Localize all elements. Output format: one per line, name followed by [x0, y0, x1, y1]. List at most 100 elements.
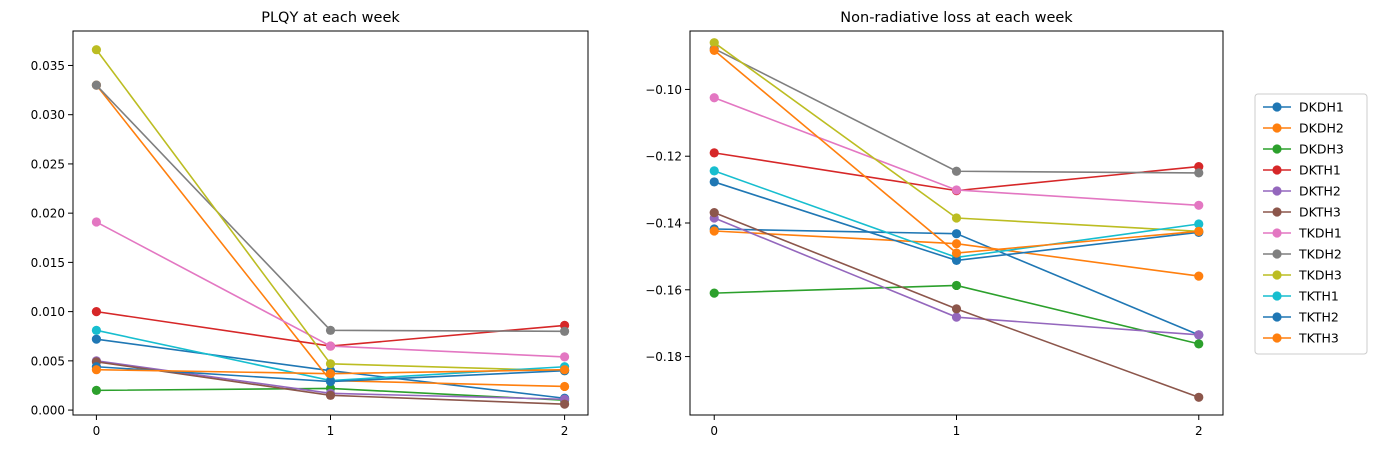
nonrad-series-tkdh1 — [709, 93, 1204, 210]
nonrad-series-tkth3 — [709, 45, 1204, 258]
nonrad-point-tkth3-2 — [1194, 226, 1204, 236]
legend-entry-dkth1: DKTH1 — [1263, 163, 1341, 178]
legend-marker — [1272, 102, 1282, 112]
nonrad-xtick-label: 1 — [953, 424, 961, 438]
nonrad-point-dkdh3-0 — [709, 288, 719, 298]
legend-label: DKDH3 — [1299, 142, 1344, 157]
plqy-chart: PLQY at each week 0 1 2 0.000 0.005 0.010 0.01… — [31, 10, 589, 438]
plqy-point-tkdh2-1 — [325, 325, 336, 335]
plqy-point-tkdh2-0 — [91, 80, 102, 90]
legend-box — [1254, 93, 1368, 355]
nonrad-series-tkdh2 — [709, 44, 1204, 178]
legend-marker — [1272, 270, 1282, 280]
plqy-line-dkdh2 — [95, 84, 565, 388]
legend-entry-dkth2: DKTH2 — [1263, 184, 1341, 199]
plqy-line-tkdh1 — [96, 221, 565, 358]
plqy-ytick-label: 0.035 — [31, 59, 65, 73]
legend-entry-tkdh1: TKDH1 — [1263, 226, 1342, 241]
plqy-point-tkth3-2 — [559, 365, 570, 375]
legend-label: DKDH1 — [1299, 100, 1344, 115]
plqy-point-tkdh3-0 — [91, 45, 102, 55]
legend-marker — [1272, 123, 1282, 133]
legend-marker — [1272, 186, 1282, 196]
legend-marker — [1272, 333, 1282, 343]
nonrad-line-tkdh3 — [713, 42, 1199, 233]
plqy-ytick-label: 0.025 — [31, 157, 65, 171]
plqy-point-tkdh2-2 — [559, 326, 570, 336]
nonrad-point-tkth2-1 — [951, 255, 962, 265]
plqy-ytick-label: 0.020 — [31, 207, 65, 221]
legend-marker — [1272, 207, 1282, 217]
plqy-point-tkth2-1 — [325, 376, 336, 387]
nonrad-point-dkdh2-0 — [709, 226, 719, 236]
nonrad-series-tkdh3 — [709, 38, 1204, 236]
plqy-series-tkdh2 — [91, 80, 570, 336]
plqy-point-dkth3-1 — [325, 390, 336, 400]
nonrad-point-tkdh3-0 — [709, 38, 719, 48]
plqy-ytick-label: 0.005 — [31, 354, 65, 368]
nonrad-ytick-label: −0.10 — [645, 83, 682, 97]
plqy-point-tkth1-0 — [91, 325, 102, 335]
plqy-chart-title: PLQY at each week — [261, 10, 400, 26]
nonrad-point-tkdh2-1 — [951, 166, 962, 176]
nonrad-point-dkth3-2 — [1194, 392, 1204, 402]
nonrad-point-dkdh3-1 — [951, 280, 962, 291]
nonrad-point-tkdh2-2 — [1194, 168, 1204, 178]
legend-entry-dkdh3: DKDH3 — [1263, 142, 1344, 157]
legend-label: TKDH2 — [1298, 247, 1342, 262]
legend-label: TKTH2 — [1298, 310, 1339, 325]
nonrad-point-dkth3-1 — [951, 304, 962, 314]
nonrad-point-dkdh3-2 — [1194, 339, 1204, 349]
nonrad-point-tkth2-0 — [709, 177, 719, 187]
legend-label: DKDH2 — [1299, 121, 1344, 136]
plqy-series-tkdh1 — [91, 217, 570, 362]
plqy-point-tkth3-0 — [91, 365, 102, 375]
nonrad-point-dkth2-2 — [1194, 330, 1204, 340]
legend-label: TKTH1 — [1298, 289, 1339, 304]
legend-marker — [1272, 291, 1282, 301]
nonrad-ytick-label: −0.18 — [645, 350, 682, 364]
legend-marker — [1272, 144, 1282, 154]
legend-label: DKTH2 — [1299, 184, 1341, 199]
plqy-point-tkdh1-2 — [559, 352, 570, 362]
legend-entry-tkth2: TKTH2 — [1263, 310, 1339, 325]
legend-entry-dkdh2: DKDH2 — [1263, 121, 1344, 136]
nonrad-point-dkdh1-1 — [951, 229, 962, 239]
plqy-axes-frame — [72, 30, 589, 416]
plqy-xtick-label: 0 — [93, 424, 101, 438]
nonrad-point-tkdh1-1 — [951, 185, 962, 195]
legend-label: DKTH3 — [1299, 205, 1341, 220]
plqy-ytick-label: 0.030 — [31, 108, 65, 122]
nonrad-point-tkdh1-2 — [1194, 200, 1204, 210]
nonrad-point-dkth3-0 — [709, 208, 719, 218]
nonrad-xtick-label: 2 — [1195, 424, 1203, 438]
nonrad-series-dkth3 — [709, 208, 1204, 402]
nonradiative-loss-chart: Non-radiative loss at each week 0 1 2 −0.10… — [645, 10, 1224, 438]
nonrad-point-tkth3-0 — [709, 45, 719, 55]
nonrad-point-dkth1-0 — [709, 148, 719, 158]
nonrad-ytick-label: −0.14 — [645, 217, 682, 231]
legend-entry-dkth3: DKTH3 — [1263, 205, 1341, 220]
legend: DKDH1 DKDH2 DKDH3 DKTH1 DKTH2 DKTH3 TKDH1 TKDH2… — [1254, 93, 1368, 355]
plqy-point-dkth1-0 — [91, 307, 102, 317]
plqy-ytick-label: 0.015 — [31, 256, 65, 270]
nonrad-point-tkth1-2 — [1194, 219, 1204, 229]
legend-entry-tkdh2: TKDH2 — [1263, 247, 1342, 262]
plqy-ytick-label: 0.000 — [31, 404, 65, 418]
nonrad-ytick-label: −0.16 — [645, 283, 682, 297]
legend-entry-tkth3: TKTH3 — [1263, 331, 1339, 346]
plqy-point-dkdh1-0 — [91, 334, 102, 344]
nonrad-xtick-label: 0 — [710, 424, 718, 438]
plqy-point-dkdh2-2 — [559, 381, 570, 392]
legend-marker — [1272, 312, 1282, 322]
plqy-xtick-label: 1 — [327, 424, 335, 438]
legend-marker — [1272, 249, 1282, 259]
plqy-point-tkdh3-1 — [325, 359, 336, 369]
nonradiative-loss-chart-title: Non-radiative loss at each week — [840, 10, 1073, 26]
plqy-point-dkth3-2 — [559, 399, 570, 409]
legend-entry-tkth1: TKTH1 — [1263, 289, 1339, 304]
legend-label: DKTH1 — [1299, 163, 1341, 178]
legend-marker — [1272, 165, 1282, 175]
nonrad-point-dkdh2-2 — [1194, 271, 1204, 281]
legend-entry-dkdh1: DKDH1 — [1263, 100, 1344, 115]
